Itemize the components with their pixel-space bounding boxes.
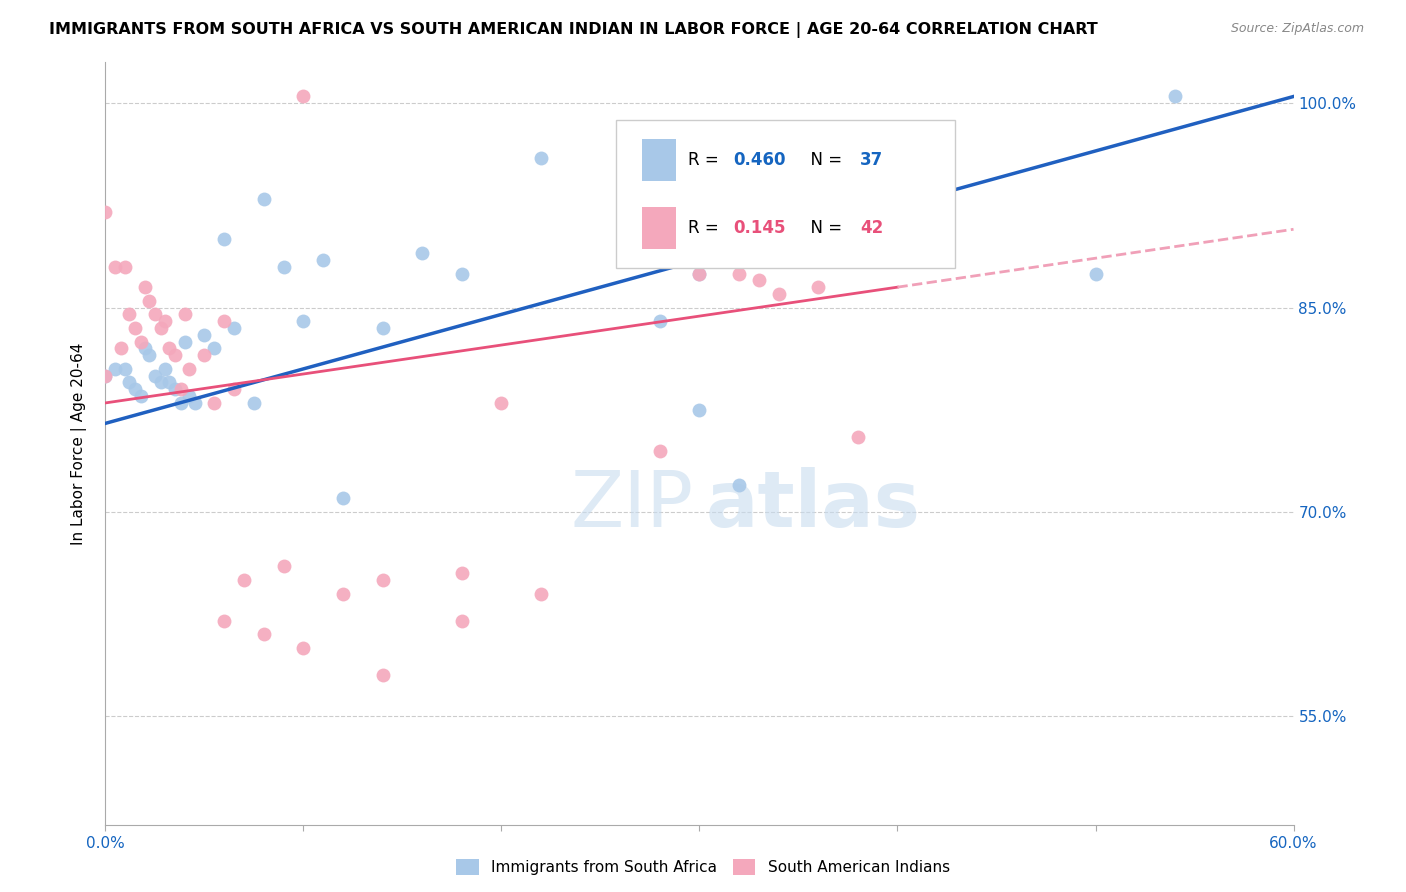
Point	[157, 376, 180, 390]
Point	[94, 205, 117, 219]
Point	[94, 368, 117, 383]
Point	[530, 586, 553, 600]
Point	[193, 327, 215, 342]
Text: 42: 42	[860, 219, 883, 237]
Point	[202, 396, 225, 410]
Point	[173, 307, 195, 321]
Point	[768, 287, 790, 301]
Point	[273, 559, 295, 574]
Point	[104, 260, 127, 274]
Point	[728, 267, 751, 281]
Point	[689, 267, 711, 281]
Text: ZIP: ZIP	[571, 467, 693, 543]
Text: N =: N =	[800, 219, 848, 237]
Point	[138, 293, 160, 308]
Text: 37: 37	[860, 151, 883, 169]
Point	[114, 362, 136, 376]
Point	[846, 430, 869, 444]
Point	[177, 389, 200, 403]
Text: IMMIGRANTS FROM SOUTH AFRICA VS SOUTH AMERICAN INDIAN IN LABOR FORCE | AGE 20-64: IMMIGRANTS FROM SOUTH AFRICA VS SOUTH AM…	[49, 22, 1098, 38]
Point	[170, 396, 193, 410]
Point	[214, 314, 236, 328]
Point	[193, 348, 215, 362]
Point	[170, 382, 193, 396]
Point	[450, 267, 472, 281]
Point	[114, 260, 136, 274]
Point	[312, 252, 335, 267]
Point	[450, 566, 472, 581]
Legend: Immigrants from South Africa, South American Indians: Immigrants from South Africa, South Amer…	[450, 854, 956, 881]
Point	[214, 614, 236, 628]
Point	[224, 321, 246, 335]
Text: 0.145: 0.145	[733, 219, 785, 237]
Point	[163, 382, 186, 396]
Point	[491, 396, 513, 410]
Point	[332, 586, 354, 600]
Point	[214, 232, 236, 246]
Point	[253, 627, 276, 641]
Point	[233, 573, 256, 587]
Point	[689, 267, 711, 281]
Point	[124, 382, 146, 396]
Point	[292, 641, 315, 656]
Point	[110, 342, 132, 356]
Point	[118, 307, 141, 321]
Point	[224, 382, 246, 396]
Point	[1084, 267, 1107, 281]
Point	[807, 280, 830, 294]
Point	[332, 491, 354, 506]
Point	[253, 192, 276, 206]
Point	[129, 334, 152, 349]
Point	[1164, 89, 1187, 103]
Point	[450, 614, 472, 628]
Point	[183, 396, 205, 410]
Point	[163, 348, 186, 362]
Point	[371, 321, 394, 335]
Point	[371, 573, 394, 587]
Point	[292, 314, 315, 328]
Y-axis label: In Labor Force | Age 20-64: In Labor Force | Age 20-64	[70, 343, 87, 545]
Point	[689, 402, 711, 417]
Point	[243, 396, 266, 410]
Point	[411, 246, 433, 260]
FancyBboxPatch shape	[643, 138, 676, 181]
Text: R =: R =	[688, 219, 724, 237]
Point	[648, 314, 671, 328]
FancyBboxPatch shape	[616, 120, 955, 268]
Point	[173, 334, 195, 349]
Point	[292, 89, 315, 103]
Point	[134, 342, 156, 356]
Point	[104, 362, 127, 376]
Text: Source: ZipAtlas.com: Source: ZipAtlas.com	[1230, 22, 1364, 36]
FancyBboxPatch shape	[643, 207, 676, 249]
Point	[134, 280, 156, 294]
Point	[202, 342, 225, 356]
Point	[149, 321, 172, 335]
Text: 0.460: 0.460	[733, 151, 785, 169]
Point	[728, 477, 751, 491]
Point	[648, 443, 671, 458]
Point	[153, 314, 176, 328]
Point	[177, 362, 200, 376]
Point	[94, 368, 117, 383]
Point	[143, 368, 166, 383]
Point	[138, 348, 160, 362]
Point	[118, 376, 141, 390]
Point	[124, 321, 146, 335]
Text: atlas: atlas	[706, 467, 921, 543]
Text: R =: R =	[688, 151, 724, 169]
Point	[371, 668, 394, 682]
Text: N =: N =	[800, 151, 848, 169]
Point	[149, 376, 172, 390]
Point	[153, 362, 176, 376]
Point	[748, 273, 770, 287]
Point	[129, 389, 152, 403]
Point	[157, 342, 180, 356]
Point	[273, 260, 295, 274]
Point	[143, 307, 166, 321]
Point	[530, 151, 553, 165]
